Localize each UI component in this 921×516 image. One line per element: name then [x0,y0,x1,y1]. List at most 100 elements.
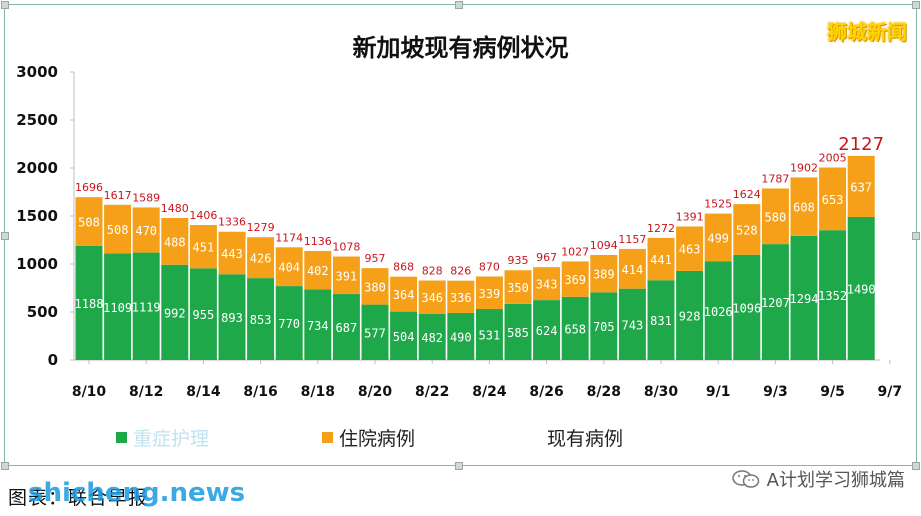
bar-icu [790,235,818,360]
data-label-total: 1027 [561,245,589,258]
data-label-total: 1279 [247,221,275,234]
resize-handle-top-left[interactable] [1,1,9,9]
x-tick-label: 9/7 [877,384,902,400]
bar-hospital [676,226,704,271]
data-label-total: 1902 [790,161,818,174]
x-tick-label: 8/22 [415,384,449,400]
wechat-source-label: A计划学习狮城篇 [766,470,905,491]
data-label-total: 1617 [104,189,132,202]
data-label-icu: 770 [278,317,300,331]
x-tick-label: 8/16 [243,384,277,400]
legend-icu-label: 重症护理 [133,428,210,450]
data-label-icu: 853 [250,313,272,327]
resize-handle-right[interactable] [912,232,920,240]
data-label-total: 1078 [332,241,360,254]
data-label-hospital: 402 [307,264,329,278]
bar-hospital [304,250,332,290]
bar-hospital [218,231,246,275]
data-label-total: 1336 [218,216,246,229]
bar-hospital [504,270,532,304]
data-label-total: 935 [508,254,529,267]
bar-hospital [618,248,646,289]
resize-handle-top[interactable] [455,1,463,9]
data-label-hospital: 580 [765,210,787,224]
data-label-hospital: 443 [221,247,243,261]
bar-hospital [475,276,503,310]
bar-icu [590,292,618,360]
data-label-hospital: 414 [622,263,644,277]
data-label-hospital: 380 [364,280,386,294]
bar-icu [361,304,389,360]
bar-hospital [75,197,103,246]
bar-icu [332,294,360,360]
data-label-hospital: 389 [593,268,615,282]
data-label-total: 967 [536,251,557,264]
data-label-icu: 893 [221,311,243,325]
bar-hospital [790,177,818,236]
data-label-total: 1480 [161,202,189,215]
data-label-total: 1157 [618,233,646,246]
x-tick-label: 9/3 [763,384,788,400]
bar-icu [475,309,503,360]
y-tick-label: 1000 [16,255,58,273]
data-label-total: 1136 [304,235,332,248]
y-tick-label: 500 [27,303,58,321]
bar-icu [104,253,132,360]
data-label-total: 1525 [704,198,732,211]
y-tick-label: 2500 [16,111,58,129]
data-label-hospital: 339 [479,287,501,301]
data-label-hospital: 364 [393,288,415,302]
data-label-total: 826 [450,265,471,278]
legend-hospital-swatch [322,432,333,443]
data-label-icu: 1096 [732,301,761,315]
data-label-hospital: 369 [564,273,586,287]
data-label-hospital: 463 [679,243,701,257]
data-label-total: 2005 [819,152,847,165]
data-label-total: 1787 [761,172,789,185]
bar-icu [618,288,646,360]
resize-handle-bottom-right[interactable] [912,462,920,470]
data-label-icu: 1490 [847,282,876,296]
bar-hospital [390,276,418,312]
y-tick-label: 0 [48,351,58,369]
brand-watermark: 狮城新闻 [827,20,907,44]
resize-handle-top-right[interactable] [912,1,920,9]
bar-hospital [819,167,847,231]
bar-hospital [561,261,589,297]
data-label-total: 828 [422,265,443,278]
data-label-hospital: 404 [278,261,300,275]
bar-icu [132,252,160,360]
data-label-icu: 504 [393,330,415,344]
resize-handle-bottom-left[interactable] [1,462,9,470]
resize-handle-left[interactable] [1,232,9,240]
legend-hospital-label: 住院病例 [339,428,416,450]
bar-icu [75,245,103,360]
data-label-hospital: 343 [536,278,558,292]
x-tick-label: 8/20 [358,384,393,400]
bar-icu [676,270,704,360]
data-label-total: 1094 [590,239,618,252]
bar-icu [819,230,847,360]
bar-icu [218,274,246,360]
bar-hospital [533,267,561,301]
data-label-hospital: 441 [650,253,672,267]
resize-handle-bottom[interactable] [455,462,463,470]
bar-icu [161,264,189,360]
chart-title: 新加坡现有病例状况 [352,34,569,62]
data-label-icu: 624 [536,324,558,338]
x-tick-label: 8/12 [129,384,163,400]
x-tick-label: 8/30 [644,384,679,400]
bar-icu [533,300,561,360]
data-label-total: 1696 [75,181,103,194]
bar-hospital [590,254,618,293]
data-label-total: 868 [393,261,414,274]
legend-total-label: 现有病例 [547,428,624,450]
legend-hospital: 住院病例 [322,424,415,451]
bar-icu [447,312,475,360]
data-label-icu: 1207 [761,296,790,310]
data-label-hospital: 499 [707,232,729,246]
data-label-hospital: 508 [78,216,100,230]
bar-hospital [275,247,303,287]
bar-hospital [647,237,675,281]
data-label-icu: 482 [421,331,443,345]
